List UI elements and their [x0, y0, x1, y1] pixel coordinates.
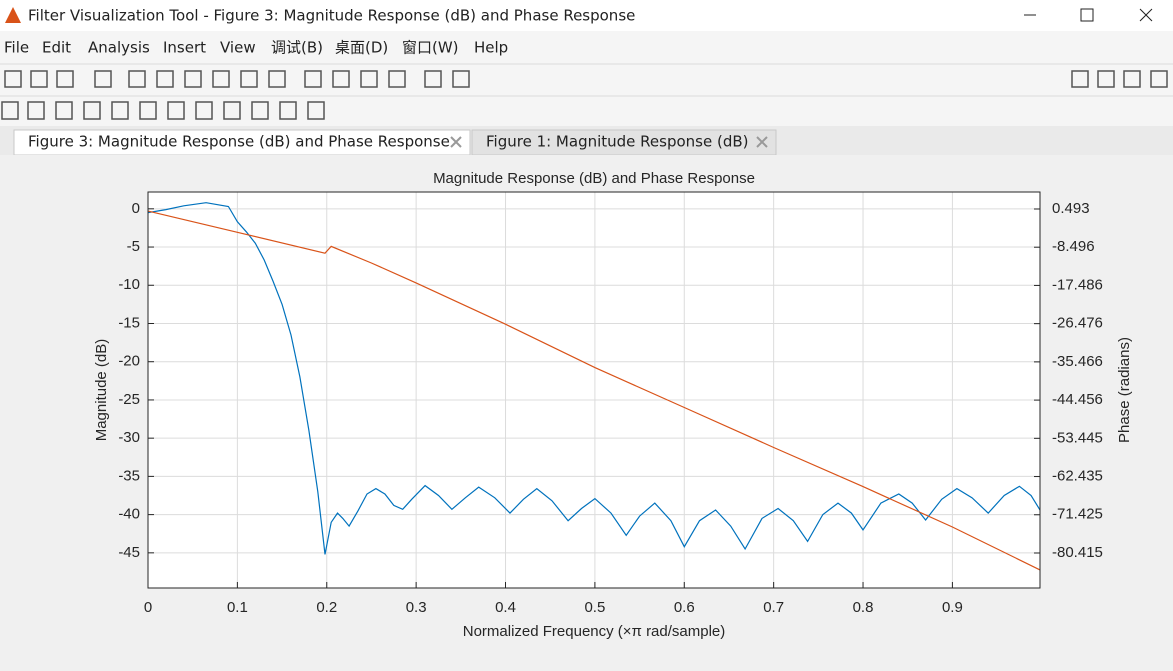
menu-item[interactable]: File [4, 39, 29, 57]
analysis-button[interactable] [111, 101, 129, 120]
analysis-button[interactable] [307, 101, 325, 120]
analysis-button[interactable] [279, 101, 297, 120]
x-tick-label: 0.6 [674, 599, 695, 616]
x-tick-label: 0.7 [763, 599, 784, 616]
tab-close[interactable] [756, 136, 768, 148]
toolbar-button[interactable] [212, 70, 230, 88]
menu-item[interactable]: 调试(B) [271, 39, 323, 57]
toolbar-button[interactable] [304, 70, 322, 88]
y2-tick-label: -17.486 [1052, 276, 1103, 293]
x-tick-label: 0.5 [584, 599, 605, 616]
toolbar-button[interactable] [156, 70, 174, 88]
y2-tick-label: -8.496 [1052, 238, 1095, 255]
title-bar [0, 0, 1173, 31]
x-tick-label: 0.2 [316, 599, 337, 616]
toolbar [0, 64, 1173, 126]
tab-close[interactable] [450, 136, 462, 148]
y2-tick-label: -71.425 [1052, 506, 1103, 523]
toolbar-button[interactable] [184, 70, 202, 88]
toolbar-button[interactable] [94, 70, 112, 88]
y2-tick-label: 0.493 [1052, 200, 1090, 217]
menu-item[interactable]: Analysis [88, 39, 150, 57]
window-title: Filter Visualization Tool - Figure 3: Ma… [28, 7, 635, 25]
x-tick-label: 0.9 [942, 599, 963, 616]
y-axis-label: Magnitude (dB) [93, 339, 110, 442]
analysis-button[interactable] [251, 101, 269, 120]
toolbar-button[interactable] [4, 70, 22, 88]
analysis-button[interactable] [195, 101, 213, 120]
x-tick-label: 0.4 [495, 599, 516, 616]
x-tick-label: 0 [144, 599, 152, 616]
menu-bar [0, 31, 1173, 64]
menu-item[interactable]: Insert [163, 39, 206, 57]
menu-item[interactable]: Edit [42, 39, 71, 57]
axes-box [147, 191, 1041, 589]
maximize-button[interactable] [1080, 8, 1094, 22]
analysis-button[interactable] [223, 101, 241, 120]
y-tick-label: -45 [118, 544, 140, 561]
toolbar-button[interactable] [452, 70, 470, 88]
analysis-button[interactable] [139, 101, 157, 120]
y-tick-label: -10 [118, 276, 140, 293]
x-axis-label: Normalized Frequency (×π rad/sample) [463, 623, 726, 640]
analysis-button[interactable] [167, 101, 185, 120]
tab[interactable] [471, 129, 777, 156]
y2-tick-label: -62.435 [1052, 468, 1103, 485]
y-tick-label: -5 [127, 238, 140, 255]
toolbar-button[interactable] [240, 70, 258, 88]
toolbar-button[interactable] [424, 70, 442, 88]
tab[interactable] [13, 129, 471, 156]
menu-item[interactable]: Help [474, 39, 508, 57]
toolbar-button[interactable] [128, 70, 146, 88]
toolbar-button[interactable] [268, 70, 286, 88]
toolbar-button[interactable] [388, 70, 406, 88]
toolbar-button[interactable] [360, 70, 378, 88]
y-tick-label: 0 [132, 200, 140, 217]
tab-label[interactable]: Figure 3: Magnitude Response (dB) and Ph… [28, 133, 450, 151]
y-tick-label: -30 [118, 429, 140, 446]
analysis-button[interactable] [55, 101, 73, 120]
layout-button[interactable] [1071, 70, 1089, 88]
data-line [147, 202, 1041, 555]
y-tick-label: -15 [118, 314, 140, 331]
tab-label[interactable]: Figure 1: Magnitude Response (dB) [486, 133, 749, 151]
y2-tick-label: -26.476 [1052, 315, 1103, 332]
analysis-button[interactable] [83, 101, 101, 120]
y-tick-label: -35 [118, 467, 140, 484]
y-tick-label: -25 [118, 391, 140, 408]
y2-tick-label: -53.445 [1052, 429, 1103, 446]
y2-tick-label: -35.466 [1052, 353, 1103, 370]
plot-area [148, 192, 1040, 588]
layout-button[interactable] [1097, 70, 1115, 88]
close-button[interactable] [1139, 8, 1153, 22]
toolbar-button[interactable] [30, 70, 48, 88]
y-tick-label: -20 [118, 353, 140, 370]
toolbar-button[interactable] [332, 70, 350, 88]
y-tick-label: -40 [118, 506, 140, 523]
layout-button[interactable] [1150, 70, 1168, 88]
analysis-button[interactable] [27, 101, 45, 120]
menu-item[interactable]: 桌面(D) [335, 39, 388, 57]
chart-title: Magnitude Response (dB) and Phase Respon… [433, 170, 755, 187]
y2-tick-label: -80.415 [1052, 544, 1103, 561]
x-tick-label: 0.3 [406, 599, 427, 616]
menu-item[interactable]: View [220, 39, 256, 57]
x-tick-label: 0.8 [853, 599, 874, 616]
data-line [147, 210, 1041, 571]
layout-button[interactable] [1123, 70, 1141, 88]
y2-axis-label: Phase (radians) [1116, 337, 1133, 443]
analysis-button[interactable] [1, 101, 19, 120]
toolbar-button[interactable] [56, 70, 74, 88]
menu-item[interactable]: 窗口(W) [402, 39, 459, 57]
x-tick-label: 0.1 [227, 599, 248, 616]
app-icon [5, 7, 21, 23]
y2-tick-label: -44.456 [1052, 391, 1103, 408]
